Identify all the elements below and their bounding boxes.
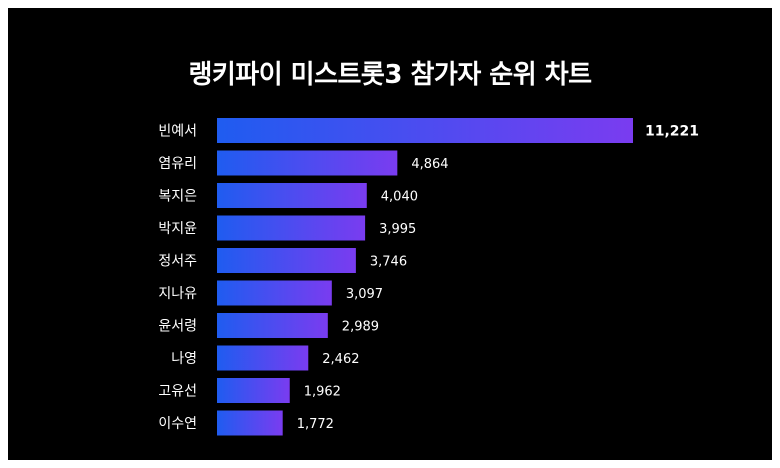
category-label: 이수연 — [158, 416, 197, 432]
category-label: 지나유 — [158, 286, 197, 302]
value-label: 3,097 — [346, 287, 383, 302]
bar — [217, 118, 633, 143]
value-label: 1,962 — [304, 385, 341, 400]
value-label: 3,995 — [379, 222, 416, 237]
bar — [217, 378, 290, 403]
bar-chart: 빈예서 11,221 염유리 4,864 복지은 4,040 박지윤 3,995 정서주 3,74… — [158, 118, 699, 436]
category-label: 윤서령 — [158, 319, 197, 335]
value-label: 4,040 — [381, 190, 418, 205]
bar — [217, 313, 328, 338]
bar — [217, 150, 398, 176]
bar — [217, 183, 367, 208]
value-label: 3,746 — [370, 255, 407, 270]
bar — [217, 410, 283, 436]
value-label: 2,989 — [342, 320, 379, 335]
chart-frame: 랭키파이 미스트롯3 참가자 순위 차트 빈예서 11,221 염유리 4,864 복지… — [8, 8, 772, 460]
category-label: 나영 — [171, 351, 197, 367]
bar — [217, 280, 332, 306]
bar — [217, 248, 356, 273]
value-label: 11,221 — [645, 124, 699, 140]
category-label: 빈예서 — [158, 124, 197, 140]
value-label: 2,462 — [322, 352, 359, 367]
category-label: 고유선 — [158, 384, 197, 400]
value-label: 1,772 — [297, 417, 334, 432]
bar — [217, 215, 366, 241]
category-label: 복지은 — [158, 189, 197, 205]
bar — [217, 345, 309, 371]
chart-title: 랭키파이 미스트롯3 참가자 순위 차트 — [188, 60, 592, 90]
category-label: 박지윤 — [158, 221, 197, 237]
value-label: 4,864 — [411, 157, 448, 172]
category-label: 정서주 — [158, 254, 197, 270]
category-label: 염유리 — [158, 156, 197, 172]
